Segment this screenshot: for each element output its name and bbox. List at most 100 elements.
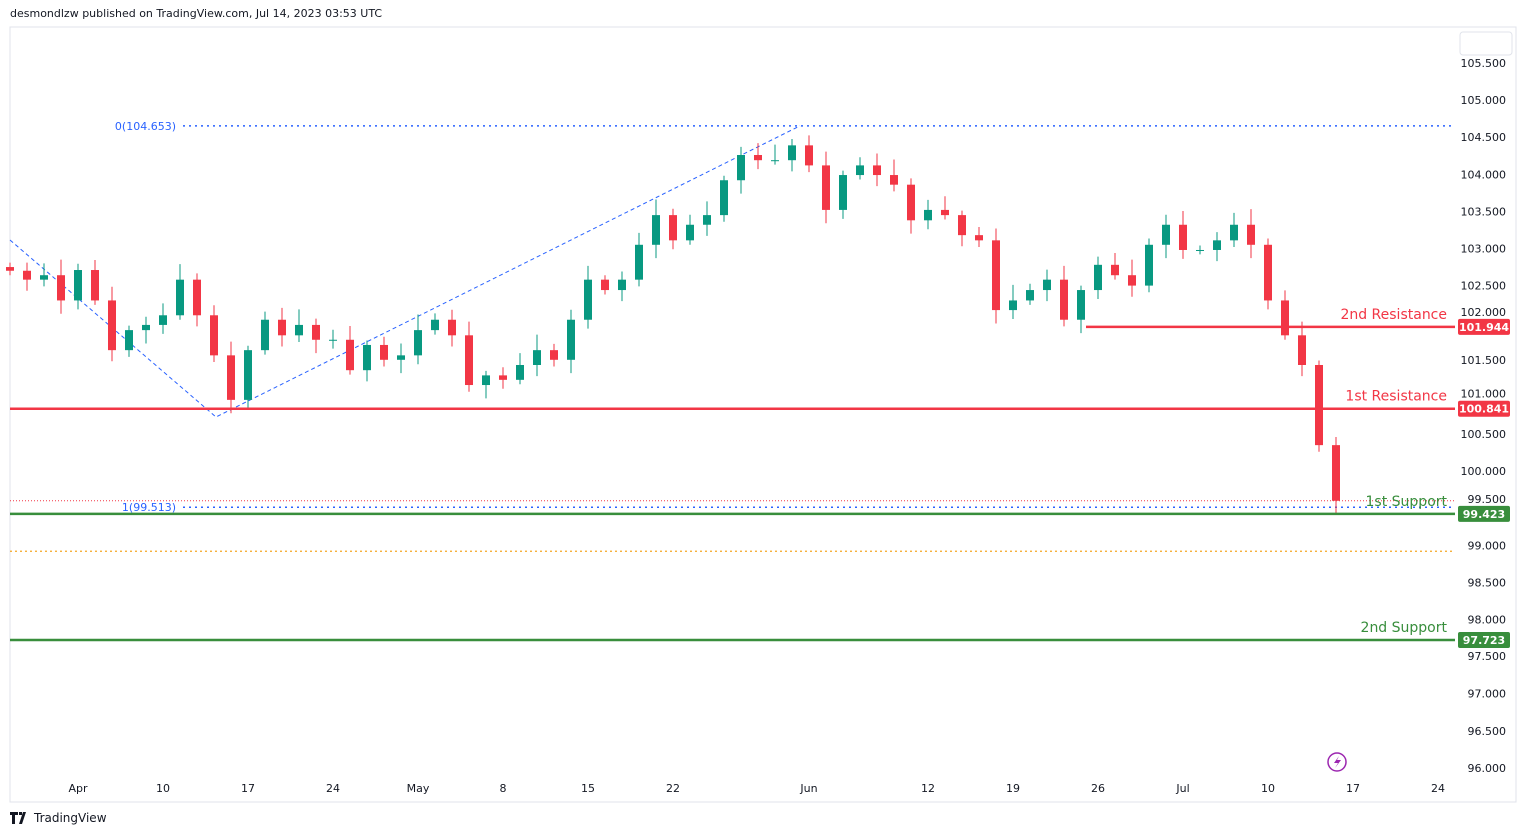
tradingview-logo-text: TradingView xyxy=(34,811,107,825)
time-tick-label: 24 xyxy=(1431,782,1445,795)
candle-body xyxy=(618,279,626,291)
chart-settings-button[interactable] xyxy=(1459,31,1513,56)
time-tick-label: Jul xyxy=(1175,782,1189,795)
candle-body xyxy=(601,279,609,291)
time-tick-label: 17 xyxy=(1346,782,1360,795)
candle-body xyxy=(992,240,1000,311)
2nd-resistance-price-tag-text: 101.944 xyxy=(1459,321,1509,334)
chart-frame xyxy=(9,26,1517,803)
candle-body xyxy=(1145,244,1153,286)
candle-body xyxy=(1077,290,1085,320)
candle-body xyxy=(499,375,507,380)
candle-body xyxy=(924,209,932,221)
time-tick-label: 15 xyxy=(581,782,595,795)
candle-body xyxy=(278,319,286,336)
tradingview-logo[interactable]: TradingView xyxy=(10,811,107,825)
time-tick-label: 17 xyxy=(241,782,255,795)
candle-body xyxy=(1196,249,1204,251)
candle-body xyxy=(227,355,235,400)
candle-body xyxy=(1230,224,1238,241)
1st-support-price-tag xyxy=(1458,505,1510,522)
price-tick-label: 101.000 xyxy=(1461,388,1507,401)
candle-body xyxy=(907,184,915,221)
candle-body xyxy=(890,175,898,185)
1st-resistance-price-tag-text: 100.841 xyxy=(1459,403,1509,416)
2nd-support-price-tag xyxy=(1458,632,1510,649)
candle-body xyxy=(1060,279,1068,320)
price-tick-label: 97.500 xyxy=(1468,650,1507,663)
candle-body xyxy=(958,215,966,236)
candle-body xyxy=(210,315,218,356)
candle-body xyxy=(431,319,439,331)
time-tick-label: 24 xyxy=(326,782,340,795)
candle-body xyxy=(584,279,592,320)
candle-body xyxy=(805,145,813,166)
candle-body xyxy=(941,209,949,216)
price-tick-label: 102.000 xyxy=(1461,306,1507,319)
candle-body xyxy=(975,235,983,241)
time-tick-label: 26 xyxy=(1091,782,1105,795)
candle-body xyxy=(465,335,473,386)
time-tick-label: 19 xyxy=(1006,782,1020,795)
candle-body xyxy=(635,244,643,280)
price-tick-label: 102.500 xyxy=(1461,280,1507,293)
price-tick-label: 104.000 xyxy=(1461,168,1507,181)
time-tick-label: 10 xyxy=(156,782,170,795)
candle-body xyxy=(91,270,99,301)
candle-body xyxy=(244,350,252,400)
candle-body xyxy=(1247,224,1255,245)
candle-body xyxy=(329,339,337,341)
candle-body xyxy=(873,165,881,176)
time-tick-label: Jun xyxy=(799,782,817,795)
candle-body xyxy=(1298,335,1306,365)
2nd-support-label: 2nd Support xyxy=(1361,620,1448,636)
candle-body xyxy=(839,175,847,210)
candle-body xyxy=(1128,275,1136,286)
price-tick-label: 96.000 xyxy=(1468,762,1507,775)
price-tick-label: 103.500 xyxy=(1461,205,1507,218)
candle-body xyxy=(142,324,150,331)
price-tick-label: 105.000 xyxy=(1461,94,1507,107)
2nd-support-price-tag-text: 97.723 xyxy=(1463,634,1505,647)
time-tick-label: Apr xyxy=(68,782,88,795)
candle-body xyxy=(295,324,303,336)
candle-body xyxy=(516,364,524,380)
time-tick-label: 8 xyxy=(500,782,507,795)
candle-body xyxy=(550,350,558,360)
fib-level-1-label: 1(99.513) xyxy=(122,501,176,514)
candle-body xyxy=(720,180,728,216)
candle-body xyxy=(1094,264,1102,291)
candle-body xyxy=(856,165,864,176)
time-tick-label: 22 xyxy=(666,782,680,795)
candle-body xyxy=(788,145,796,161)
candle-body xyxy=(1043,279,1051,291)
candle-body xyxy=(159,315,167,325)
candles xyxy=(6,135,1340,515)
candle-body xyxy=(57,275,65,301)
price-tick-label: 100.500 xyxy=(1461,428,1507,441)
candle-body xyxy=(1026,290,1034,301)
price-tick-label: 104.500 xyxy=(1461,131,1507,144)
candle-body xyxy=(1111,264,1119,276)
2nd-resistance-price-tag xyxy=(1458,318,1510,335)
price-tick-label: 96.500 xyxy=(1468,725,1507,738)
candle-body xyxy=(74,270,82,301)
price-tick-label: 103.000 xyxy=(1461,243,1507,256)
1st-support-label: 1st Support xyxy=(1366,494,1448,510)
candle-body xyxy=(312,324,320,340)
time-axis: Apr 10 17 24 May 8 15 22 Jun 12 19 26 Jul 10 17 24 xyxy=(68,782,1445,795)
price-tick-label: 98.000 xyxy=(1468,614,1507,627)
candle-body xyxy=(1162,224,1170,245)
candle-body xyxy=(397,355,405,360)
1st-resistance-label: 1st Resistance xyxy=(1345,389,1447,405)
candle-body xyxy=(771,160,779,162)
candle-body xyxy=(261,319,269,351)
2nd-resistance-label: 2nd Resistance xyxy=(1340,307,1447,323)
candle-body xyxy=(737,155,745,181)
candle-body xyxy=(703,215,711,225)
time-tick-label: May xyxy=(407,782,430,795)
candle-body xyxy=(380,344,388,360)
candle-body xyxy=(346,339,354,371)
lightning-icon[interactable] xyxy=(1327,752,1347,772)
